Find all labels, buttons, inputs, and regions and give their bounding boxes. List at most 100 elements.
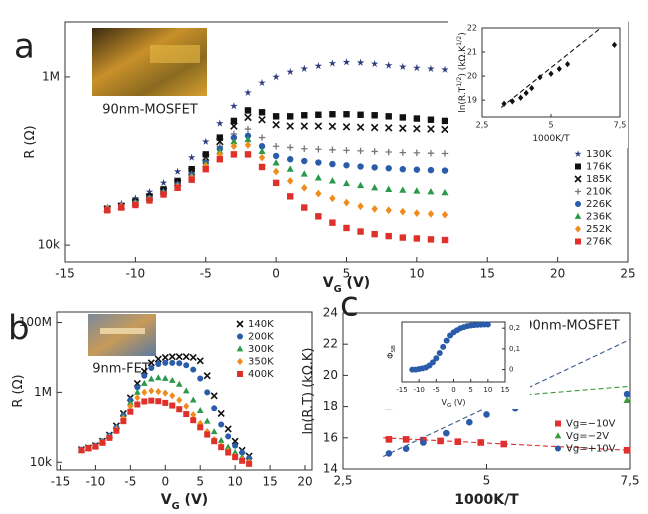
x-tick-label: 15 [262, 475, 277, 489]
x-tick-label: 5 [483, 474, 491, 488]
y-tick-label: 16 [323, 430, 338, 444]
x-tick-label: 7,5 [614, 121, 627, 130]
x-tick-label: 0 [272, 267, 280, 281]
fit-line [500, 27, 602, 108]
data-point [329, 194, 336, 203]
data-point [301, 204, 308, 211]
legend-label: 226K [586, 199, 612, 210]
data-point [201, 153, 210, 162]
y-axis-label-part: R (Ω) [23, 125, 38, 158]
data-point [258, 147, 266, 155]
data-point [134, 394, 141, 402]
data-point [413, 63, 421, 72]
inset-background [448, 20, 628, 148]
data-point [224, 443, 232, 450]
device-photo [88, 314, 156, 356]
data-point [413, 149, 421, 157]
data-point [399, 149, 406, 156]
data-point [155, 360, 162, 367]
data-point [399, 62, 407, 70]
x-tick-label: -5 [200, 267, 212, 281]
y-axis-label-part: ) (kΩ.K [458, 45, 468, 77]
annotation: 90nm-MOSFET [524, 319, 620, 334]
data-point [443, 337, 450, 344]
data-point [385, 185, 393, 192]
data-point [399, 124, 407, 133]
x-tick-label: 10 [483, 386, 492, 394]
data-point [244, 107, 252, 114]
data-point [113, 427, 120, 434]
data-point [357, 202, 364, 211]
data-point [509, 98, 515, 105]
data-point [182, 387, 190, 394]
x-tick-label: -10 [413, 386, 424, 394]
data-point [189, 353, 197, 362]
data-point [441, 167, 449, 174]
data-point [329, 146, 336, 153]
data-point [427, 236, 435, 243]
data-point [197, 375, 204, 382]
legend-label: 140K [248, 319, 274, 330]
data-point [210, 428, 218, 435]
legend-marker [555, 445, 561, 452]
data-point [210, 392, 218, 400]
y-tick-label: 10k [38, 238, 60, 252]
data-point [611, 41, 618, 48]
x-tick-label: -15 [55, 267, 75, 281]
data-point [134, 388, 141, 395]
data-point [258, 78, 266, 87]
y-tick-label: 14 [323, 462, 338, 476]
data-point [231, 437, 239, 445]
data-point [371, 164, 378, 171]
legend-label: 176K [586, 162, 612, 173]
data-point [174, 184, 181, 192]
data-point [183, 362, 190, 369]
data-point [218, 421, 225, 428]
data-point [287, 193, 294, 200]
data-point [174, 177, 181, 185]
data-point [182, 353, 190, 361]
data-point [314, 174, 322, 181]
data-point [196, 407, 204, 414]
x-axis-label: VG (V) [441, 398, 465, 409]
data-point [357, 181, 365, 189]
legend-marker [575, 238, 581, 245]
x-tick-label: 20 [297, 475, 312, 489]
data-point [239, 449, 246, 456]
data-point [441, 188, 449, 196]
data-point [370, 59, 379, 68]
data-point [162, 389, 169, 397]
legend-marker [575, 201, 581, 207]
data-point [385, 436, 393, 443]
data-point [204, 389, 211, 396]
x-axis-label-part: V [441, 398, 447, 407]
data-point [272, 152, 280, 160]
data-point [465, 418, 473, 426]
panel-label: a [14, 27, 35, 67]
data-point [443, 429, 450, 437]
data-point [134, 384, 141, 391]
data-point [92, 443, 99, 450]
data-point [370, 123, 379, 132]
fit-line [383, 437, 631, 451]
plot-frame [56, 311, 313, 471]
data-point [286, 165, 294, 172]
data-point [287, 113, 294, 120]
legend-marker [575, 188, 581, 195]
data-point [402, 436, 410, 443]
y-axis-label-part: ) [458, 32, 468, 36]
legend-marker [555, 420, 561, 427]
data-point [258, 109, 266, 116]
data-point [190, 417, 197, 424]
data-point [315, 189, 322, 198]
legend-label: 236K [586, 212, 612, 223]
y-tick-label: 20 [323, 368, 338, 382]
legend-label: 276K [586, 237, 612, 248]
data-point [141, 379, 148, 386]
data-point [315, 111, 322, 118]
x-tick-label: -10 [126, 267, 146, 281]
data-point [413, 187, 421, 194]
data-point [168, 376, 176, 383]
data-point [371, 205, 378, 213]
legend-marker [237, 357, 243, 366]
